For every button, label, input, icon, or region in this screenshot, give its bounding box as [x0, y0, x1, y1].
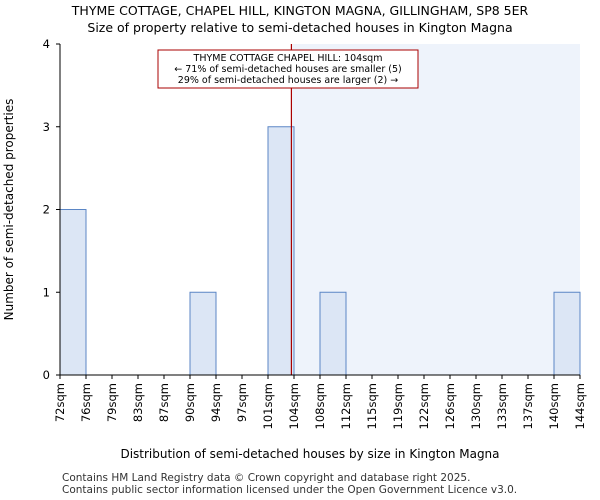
chart-subtitle: Size of property relative to semi-detach…	[87, 20, 513, 35]
x-tick-label: 76sqm	[79, 383, 93, 422]
x-tick-label: 108sqm	[313, 383, 327, 429]
y-axis-title: Number of semi-detached properties	[2, 99, 16, 321]
y-tick-label: 0	[43, 368, 50, 382]
annotation-line: THYME COTTAGE CHAPEL HILL: 104sqm	[193, 53, 383, 64]
annotation-line: ← 71% of semi-detached houses are smalle…	[174, 64, 402, 75]
bar-72sqm	[59, 209, 87, 376]
bar-108sqm	[319, 291, 347, 376]
x-tick-label: 119sqm	[391, 383, 405, 429]
x-tick-label: 130sqm	[469, 383, 483, 429]
x-tick-label: 140sqm	[547, 383, 561, 429]
x-tick-label: 79sqm	[105, 383, 119, 422]
x-tick-label: 97sqm	[235, 383, 249, 422]
x-tick-label: 115sqm	[365, 383, 379, 429]
chart-title: THYME COTTAGE, CHAPEL HILL, KINGTON MAGN…	[71, 3, 529, 18]
x-tick-label: 101sqm	[261, 383, 275, 429]
bar-101sqm	[267, 126, 295, 376]
x-axis-title: Distribution of semi-detached houses by …	[120, 447, 499, 461]
x-tick-label: 137sqm	[521, 383, 535, 429]
x-tick-label: 112sqm	[339, 383, 353, 429]
x-tick-label: 87sqm	[157, 383, 171, 422]
y-tick-label: 3	[43, 120, 50, 134]
footer-copyright: Contains HM Land Registry data © Crown c…	[62, 472, 471, 484]
y-tick-label: 1	[43, 285, 50, 299]
x-tick-label: 72sqm	[53, 383, 67, 422]
x-tick-label: 133sqm	[495, 383, 509, 429]
x-tick-label: 122sqm	[417, 383, 431, 429]
footer-licence: Contains public sector information licen…	[62, 484, 518, 496]
x-tick-label: 126sqm	[443, 383, 457, 429]
x-tick-label: 144sqm	[573, 383, 587, 429]
annotation-box	[157, 49, 419, 89]
x-tick-label: 90sqm	[183, 383, 197, 422]
bar-140sqm	[553, 291, 581, 376]
bar-90sqm	[189, 291, 217, 376]
y-tick-label: 2	[43, 203, 50, 217]
x-tick-label: 83sqm	[131, 383, 145, 422]
x-tick-label: 94sqm	[209, 383, 223, 422]
y-tick-label: 4	[43, 37, 50, 51]
annotation-line: 29% of semi-detached houses are larger (…	[178, 75, 398, 86]
x-tick-label: 104sqm	[287, 383, 301, 429]
